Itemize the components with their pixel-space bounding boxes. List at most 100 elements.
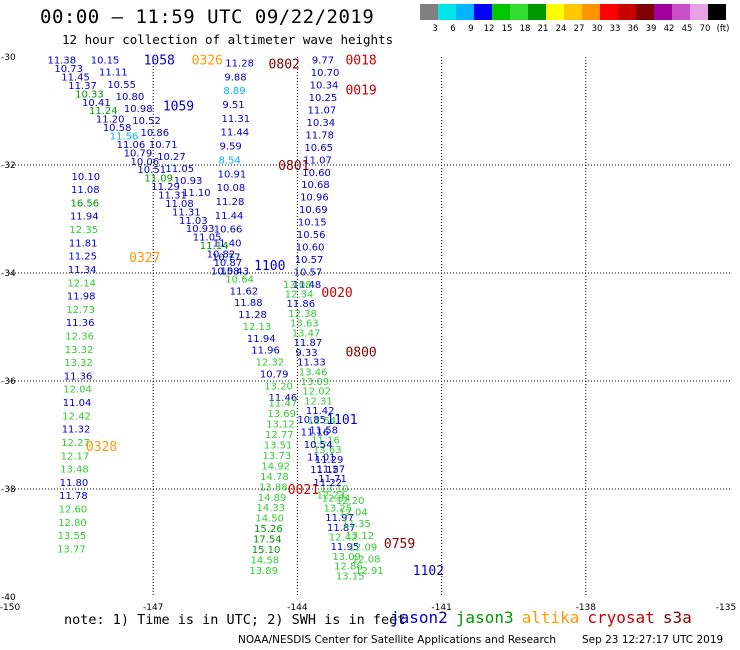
wave-height-value: 10.33	[75, 89, 104, 100]
legend-swatch	[474, 4, 492, 20]
legend-label: 36	[627, 24, 639, 34]
wave-height-value: 10.86	[141, 128, 170, 139]
wave-height-value: 11.44	[220, 128, 249, 139]
wave-height-value: 12.32	[256, 358, 285, 369]
wave-height-value: 13.15	[336, 571, 365, 582]
wave-height-value: 14.92	[261, 461, 290, 472]
wave-height-value: 13.08	[283, 280, 312, 291]
legend-swatch	[546, 4, 564, 20]
wave-height-value: 10.52	[132, 116, 161, 127]
y-tick-label: -40	[1, 593, 16, 603]
wave-height-value: 12.04	[339, 508, 368, 519]
wave-height-value: 9.77	[312, 56, 334, 67]
x-tick-label: -138	[576, 603, 597, 613]
wave-height-value: 10.77	[212, 252, 241, 263]
wave-height-value: 11.29	[151, 182, 180, 193]
legend-swatch	[654, 4, 672, 20]
pass-time-label: 0759	[384, 537, 415, 552]
wave-height-value: 12.09	[349, 543, 378, 554]
wave-height-value: 10.15	[298, 218, 327, 229]
wave-height-value: 12.17	[61, 451, 90, 462]
wave-height-value: 11.87	[294, 338, 323, 349]
wave-height-value: 11.28	[238, 310, 267, 321]
wave-height-value: 12.54	[308, 416, 337, 427]
wave-height-value: 11.58	[309, 426, 338, 437]
wave-height-value: 13.12	[345, 531, 374, 542]
wave-height-value: 12.23	[317, 490, 346, 501]
pass-time-label: 0020	[321, 286, 352, 301]
wave-height-value: 11.25	[68, 252, 97, 263]
wave-height-value: 13.10	[320, 484, 349, 495]
wave-height-value: 10.34	[310, 81, 339, 92]
wave-height-value: 11.94	[247, 334, 276, 345]
legend-swatch	[708, 4, 726, 20]
wave-height-value: 10.34	[306, 118, 335, 129]
wave-height-value: 13.12	[266, 420, 295, 431]
wave-height-value: 12.27	[61, 438, 90, 449]
legend-label: 6	[450, 24, 456, 34]
wave-height-value: 11.37	[68, 81, 97, 92]
wave-height-value: 11.80	[60, 478, 89, 489]
wave-height-value: 12.02	[302, 387, 331, 398]
wave-height-value: 12.31	[304, 396, 333, 407]
wave-height-value: 12.84	[322, 494, 351, 505]
x-tick-label: -150	[0, 603, 20, 613]
wave-height-value: 10.15	[91, 56, 120, 67]
wave-height-value: 12.13	[243, 322, 272, 333]
wave-height-value: 11.46	[269, 393, 298, 404]
wave-height-value: 11.45	[61, 73, 90, 84]
x-tick-label: -135	[716, 603, 736, 613]
pass-time-label: 1101	[326, 413, 357, 428]
legend-label: 3	[432, 24, 438, 34]
wave-height-value: 10.56	[297, 230, 326, 241]
axis-ticks: -150 -147 -144 -141 -138 -135 -30 -32 -34 -36 -38 -…	[0, 53, 736, 613]
wave-height-value: 13.32	[64, 358, 93, 369]
satellite-altika: altika	[521, 608, 580, 627]
wave-height-value: 10.80	[116, 92, 145, 103]
y-tick-label: -32	[1, 161, 16, 171]
wave-height-value: 11.05	[193, 233, 222, 244]
wave-height-value: 13.47	[292, 328, 321, 339]
wave-height-value: 11.78	[305, 130, 334, 141]
wave-height-value: 12.73	[66, 305, 95, 316]
wave-height-value: 11.04	[63, 398, 92, 409]
wave-height-value: 9.51	[222, 100, 244, 111]
wave-height-value: 11.56	[110, 132, 139, 143]
wave-height-value: 13.55	[58, 531, 87, 542]
legend-label: 39	[645, 24, 657, 34]
wave-height-value: 11.10	[182, 188, 211, 199]
wave-height-value: 12.20	[336, 496, 365, 507]
wave-height-value: 11.36	[66, 318, 95, 329]
map-grid	[9, 57, 730, 597]
satellite-cryosat: cryosat	[587, 608, 655, 627]
wave-height-value: 13.25	[324, 503, 353, 514]
legend-label: 45	[681, 24, 693, 34]
legend-swatch	[420, 4, 438, 20]
wave-height-value: 11.28	[225, 58, 254, 69]
wave-height-value: 11.16	[311, 435, 340, 446]
wave-height-value: 12.77	[265, 430, 294, 441]
wave-height-value: 11.78	[59, 491, 88, 502]
wave-height-value: 13.63	[290, 319, 319, 330]
wave-height-value: 8.89	[223, 86, 245, 97]
wave-height-value: 17.54	[253, 535, 282, 546]
wave-height-value: 10.79	[260, 369, 289, 380]
pass-time-label: 0802	[269, 57, 300, 72]
satellite-legend: jason2 jason3 altika cryosat s3a	[390, 608, 700, 627]
wave-height-value: 11.09	[144, 174, 173, 185]
legend-label: 27	[573, 24, 585, 34]
wave-height-value: 11.31	[172, 207, 201, 218]
wave-height-value: 11.40	[213, 239, 242, 250]
wave-height-value: 10.87	[214, 258, 243, 269]
pass-time-label: 1059	[163, 100, 194, 115]
pass-time-label: 0801	[278, 159, 309, 174]
wave-height-value: 14.78	[260, 472, 289, 483]
wave-height-value: 11.14	[200, 241, 229, 252]
legend-swatch	[456, 4, 474, 20]
wave-height-value: 9.59	[220, 142, 242, 153]
wave-height-value: 10.68	[301, 180, 330, 191]
wave-height-value: 11.87	[327, 523, 356, 534]
legend-label: 15	[501, 24, 513, 34]
legend-label: 42	[663, 24, 675, 34]
